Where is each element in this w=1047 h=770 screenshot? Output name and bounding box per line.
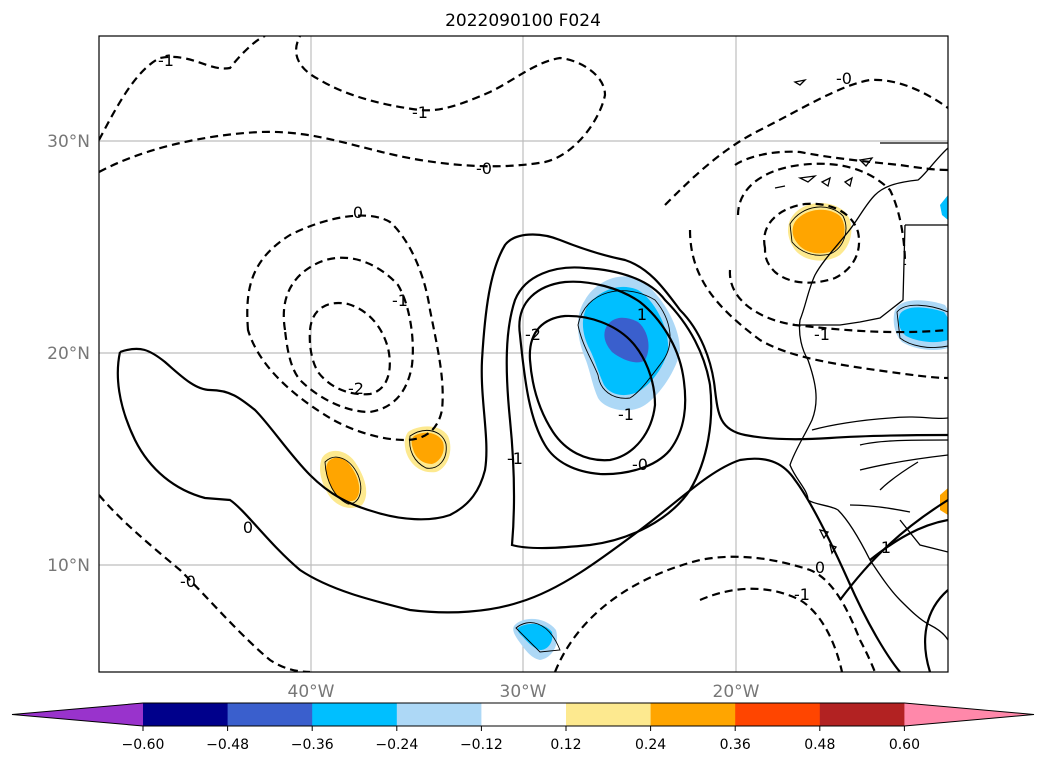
contour-label: -2 xyxy=(348,379,364,398)
colorbar-extend-low xyxy=(12,703,143,726)
colorbar-segment xyxy=(396,703,482,726)
shaded-anomalies xyxy=(320,195,948,660)
lat-label-20n: 20°N xyxy=(47,344,90,364)
contour-label: -0 xyxy=(836,69,852,88)
anomaly-outlines xyxy=(324,206,948,653)
contour-label: -0 xyxy=(476,159,492,178)
lon-label-30w: 30°W xyxy=(500,682,547,702)
colorbar-extend-high xyxy=(904,703,1034,726)
contour-label: -2 xyxy=(525,325,541,344)
latitude-labels: 30°N 20°N 10°N xyxy=(47,132,90,576)
colorbar-segment xyxy=(143,703,229,726)
colorbar-segment xyxy=(481,703,567,726)
lon-label-20w: 20°W xyxy=(713,682,760,702)
lat-label-10n: 10°N xyxy=(47,556,90,576)
negative-anomaly-edge xyxy=(940,195,948,220)
colorbar-segment xyxy=(312,703,398,726)
contour-label: 0 xyxy=(815,558,825,577)
coastlines xyxy=(774,78,948,641)
contour-label: -1 xyxy=(794,585,810,604)
contour-label: -0 xyxy=(180,572,196,591)
map-plot-area: -1 -1 -0 -0 -1 0 -1 -2 -2 -1 0 -0 0 1 1 … xyxy=(99,36,948,672)
colorbar-tick-label: 0.48 xyxy=(804,737,835,753)
colorbar-tick-label: 0.36 xyxy=(720,737,751,753)
contour-label: 0 xyxy=(243,518,253,537)
colorbar-segment xyxy=(735,703,821,726)
contour-labels: -1 -1 -0 -0 -1 0 -1 -2 -2 -1 0 -0 0 1 1 … xyxy=(158,51,891,604)
negative-anomaly-east xyxy=(893,300,948,350)
colorbar-tick-label: −0.24 xyxy=(375,737,418,753)
contour-label: -1 xyxy=(392,291,408,310)
lat-label-30n: 30°N xyxy=(47,132,90,152)
colorbar-segment xyxy=(566,703,652,726)
contour-label: -1 xyxy=(158,51,174,70)
contour-label: -1 xyxy=(814,325,830,344)
colorbar-tick-label: −0.60 xyxy=(122,737,165,753)
contour-label: -1 xyxy=(412,103,428,122)
colorbar-tick-label: −0.36 xyxy=(291,737,334,753)
contour-label: 0 xyxy=(353,203,363,222)
colorbar-tick-label: 0.12 xyxy=(550,737,581,753)
colorbar-tick-label: 0.24 xyxy=(635,737,666,753)
colorbar-segment xyxy=(227,703,313,726)
map-title: 2022090100 F024 xyxy=(445,11,601,31)
contour-label: 1 xyxy=(881,538,891,557)
colorbar-segment xyxy=(650,703,736,726)
colorbar-segment xyxy=(819,703,905,726)
lon-label-40w: 40°W xyxy=(288,682,335,702)
map-frame xyxy=(98,35,949,673)
colorbar-tick-label: −0.48 xyxy=(206,737,249,753)
contour-label: 1 xyxy=(637,305,647,324)
longitude-labels: 40°W 30°W 20°W xyxy=(288,682,760,702)
colorbar-tick-label: 0.60 xyxy=(889,737,920,753)
dashed-contours xyxy=(99,36,948,672)
contour-label: -1 xyxy=(618,405,634,424)
contour-label: -1 xyxy=(507,449,523,468)
colorbar: −0.60 −0.48 −0.36 −0.24 −0.12 0.12 0.24 0.36 0.4… xyxy=(11,702,1035,753)
solid-contours xyxy=(116,233,948,672)
colorbar-tick-label: −0.12 xyxy=(460,737,503,753)
contour-label: -0 xyxy=(632,455,648,474)
